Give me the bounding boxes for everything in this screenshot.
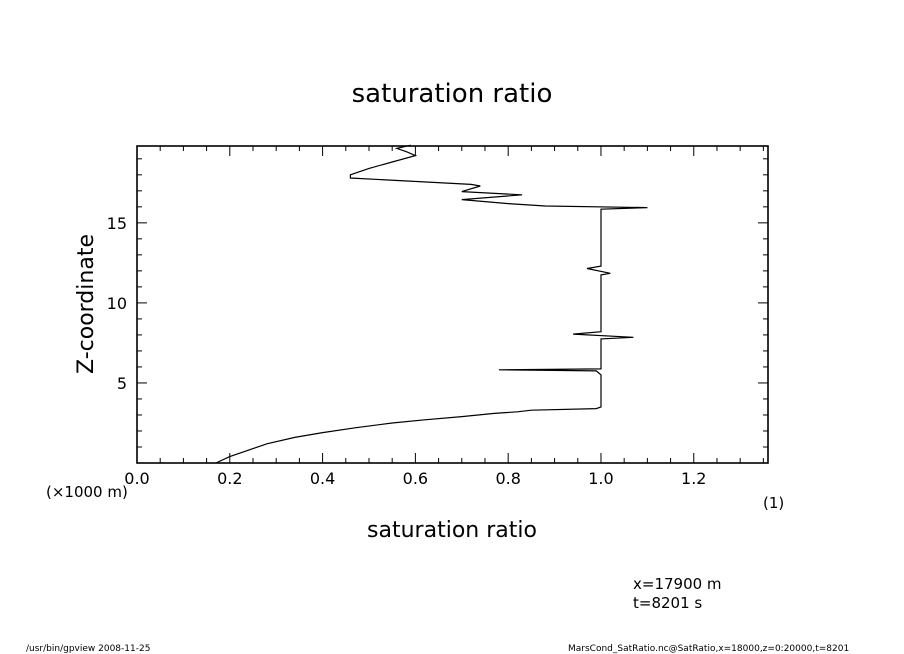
x-axis-unit: (1) [763,494,784,512]
x-tick-label: 0.8 [495,469,520,488]
info-line-2: t=8201 s [633,594,702,612]
chart-title: saturation ratio [352,79,553,109]
x-tick-label: 0.0 [124,469,149,488]
x-tick-label: 1.0 [588,469,613,488]
x-tick-label: 0.2 [217,469,242,488]
y-tick-label: 5 [117,374,127,393]
footer-left: /usr/bin/gpview 2008-11-25 [26,644,150,654]
axis-ticks [136,146,768,463]
x-axis-label: saturation ratio [367,518,537,543]
x-tick-label: 1.2 [681,469,706,488]
y-tick-label: 10 [107,294,127,313]
y-axis-label: Z-coordinate [74,234,99,374]
axis-tick-labels: 0.0 0.2 0.4 0.6 0.8 1.0 1.2 5 10 15 [107,214,707,488]
info-line-1: x=17900 m [633,575,722,593]
y-axis-unit: (×1000 m) [46,483,128,501]
x-tick-label: 0.6 [403,469,428,488]
plot-frame [136,145,769,464]
series-line [215,144,648,464]
footer-right: MarsCond_SatRatio.nc@SatRatio,x=18000,z=… [568,644,849,654]
y-tick-label: 15 [107,214,127,233]
x-tick-label: 0.4 [310,469,335,488]
